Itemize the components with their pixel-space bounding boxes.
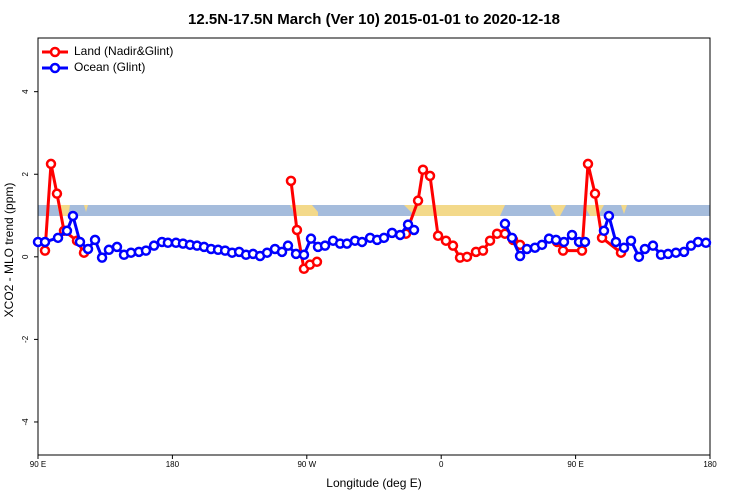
data-point — [499, 218, 511, 230]
y-tick-label: 0 — [21, 254, 30, 259]
legend-marker — [49, 62, 61, 74]
data-point — [162, 237, 174, 249]
band-land — [404, 205, 505, 216]
x-tick-label: 90 W — [297, 460, 316, 469]
data-point — [261, 247, 273, 258]
data-point — [618, 242, 630, 253]
band-ocean — [38, 205, 710, 216]
band-land — [550, 205, 566, 216]
data-point — [82, 243, 94, 255]
land-mask-band — [38, 205, 710, 216]
data-point — [74, 236, 86, 248]
data-point — [514, 250, 526, 262]
data-point — [670, 247, 682, 258]
data-point — [589, 188, 601, 199]
data-point — [484, 235, 496, 246]
data-point — [558, 236, 570, 248]
data-point — [662, 248, 674, 260]
x-tick-label: 0 — [439, 460, 444, 469]
y-tick-label: -2 — [21, 335, 30, 343]
data-point — [319, 240, 331, 251]
data-point — [625, 235, 637, 246]
data-point — [140, 245, 152, 256]
data-point — [598, 225, 610, 237]
data-point — [356, 236, 368, 248]
data-point — [386, 227, 398, 239]
y-tick-label: -4 — [21, 418, 30, 426]
data-point — [45, 158, 57, 170]
data-point — [39, 245, 51, 256]
x-tick-label: 180 — [166, 460, 180, 469]
y-axis-label: XCO2 - MLO trend (ppm) — [2, 183, 16, 318]
data-point — [461, 251, 473, 263]
band-land — [84, 205, 88, 212]
data-point — [440, 235, 452, 246]
data-point — [378, 232, 390, 244]
x-tick-label: 90 E — [30, 460, 46, 469]
data-point — [96, 252, 108, 263]
data-point — [579, 236, 591, 248]
legend-label: Ocean (Glint) — [74, 60, 145, 74]
data-point — [506, 232, 518, 244]
band-land — [621, 205, 627, 214]
data-point — [521, 243, 533, 255]
data-point — [417, 164, 429, 175]
data-point — [639, 243, 651, 255]
data-point — [285, 175, 297, 187]
data-point — [148, 240, 160, 251]
data-point — [39, 236, 51, 248]
data-point — [298, 249, 310, 261]
data-point — [424, 170, 436, 182]
legend-label: Land (Nadir&Glint) — [74, 44, 173, 58]
data-point — [103, 244, 115, 256]
x-tick-label: 180 — [703, 460, 717, 469]
data-point — [311, 256, 323, 268]
data-point — [610, 236, 622, 248]
data-point — [408, 224, 420, 236]
x-tick-label: 90 E — [567, 460, 583, 469]
data-point — [394, 229, 406, 241]
data-point — [412, 195, 424, 206]
data-point — [67, 210, 79, 222]
x-axis-label: Longitude (deg E) — [326, 476, 421, 490]
data-point — [51, 188, 63, 199]
data-point — [291, 224, 303, 236]
data-point — [89, 234, 101, 246]
data-point — [52, 232, 64, 244]
data-point — [447, 240, 459, 251]
legend: Land (Nadir&Glint) Ocean (Glint) — [42, 44, 173, 74]
data-point — [566, 229, 578, 241]
y-tick-label: 2 — [21, 171, 30, 176]
data-point — [432, 230, 444, 242]
data-point — [276, 246, 288, 258]
data-point — [61, 225, 73, 237]
data-point — [536, 239, 548, 251]
data-point — [111, 241, 123, 253]
data-point — [647, 240, 659, 251]
y-tick-label: 4 — [21, 89, 30, 94]
data-point — [305, 233, 317, 244]
legend-marker — [49, 46, 61, 58]
chart-title: 12.5N-17.5N March (Ver 10) 2015-01-01 to… — [188, 11, 560, 28]
data-point — [557, 245, 569, 256]
data-point — [603, 210, 615, 222]
plot-frame — [37, 37, 711, 456]
data-point — [633, 251, 645, 263]
band-land — [290, 205, 318, 216]
data-point — [576, 245, 588, 256]
data-point — [678, 246, 690, 258]
data-point — [700, 237, 712, 249]
data-point — [341, 238, 353, 249]
data-point — [282, 240, 294, 251]
data-point — [477, 245, 489, 256]
data-point — [582, 158, 594, 170]
